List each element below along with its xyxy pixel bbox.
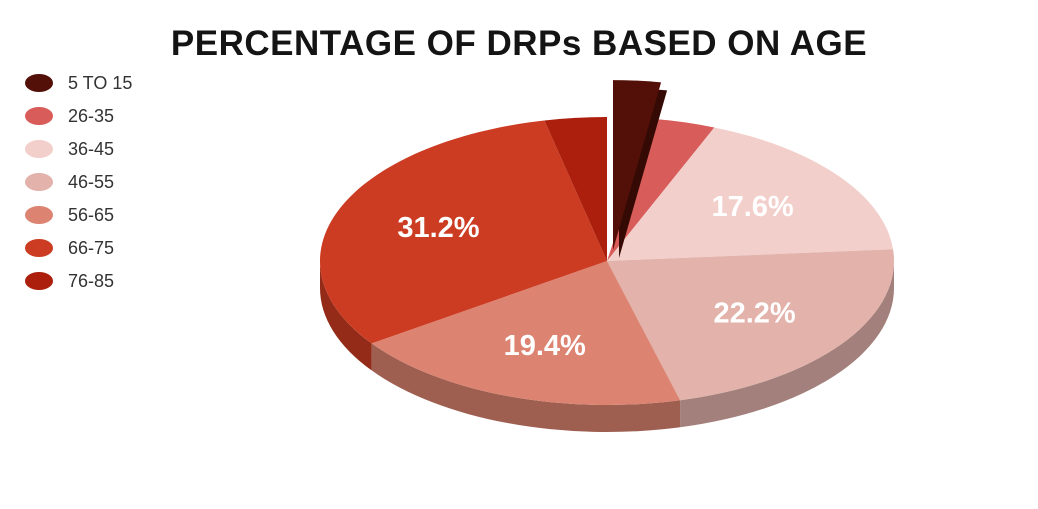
legend-label: 26-35 [68, 106, 115, 126]
legend-swatch-icon [25, 139, 53, 158]
chart-title: PERCENTAGE OF DRPs BASED ON AGE [170, 24, 868, 63]
pie-slice-26-35 [607, 118, 715, 261]
pie-side-56-65 [371, 343, 681, 433]
legend-swatch-icon [25, 238, 53, 257]
pie-slice-36-45 [607, 127, 894, 261]
pie-slice-46-55 [607, 249, 894, 401]
legend-swatch-icon [25, 106, 53, 125]
pie-slice-56-65 [371, 261, 681, 406]
legend-label: 5 TO 15 [68, 73, 133, 93]
legend-item-56-65: 56-65 [25, 198, 132, 231]
legend-label: 36-45 [68, 139, 115, 159]
pie-side-46-55 [680, 261, 894, 428]
legend-label: 66-75 [68, 238, 115, 258]
legend-label: 76-85 [68, 271, 115, 291]
legend-item-26-35: 26-35 [25, 99, 132, 132]
legend-swatch-icon [25, 271, 53, 290]
pie-slice-76-85 [544, 117, 607, 261]
legend-item-5-to-15: 5 TO 15 [25, 66, 132, 99]
legend-item-46-55: 46-55 [25, 165, 132, 198]
pie-slice-label-36-45: 17.6% [711, 191, 793, 223]
legend-swatch-icon [25, 205, 53, 224]
legend-item-76-85: 76-85 [25, 264, 132, 297]
legend: 5 TO 15 26-35 36-45 46-55 56-65 66-75 76-85 [25, 66, 132, 297]
pie-side-66-75 [320, 261, 372, 371]
pie-slice-66-75 [319, 120, 607, 344]
legend-swatch-icon [25, 172, 53, 191]
legend-item-66-75: 66-75 [25, 231, 132, 264]
pie-slice-label-46-55: 22.2% [713, 297, 795, 329]
legend-swatch-icon [25, 73, 53, 92]
pie-slice-label-56-65: 19.4% [504, 330, 586, 362]
legend-label: 56-65 [68, 205, 115, 225]
legend-item-36-45: 36-45 [25, 132, 132, 165]
pie-slice-5-to-15 [613, 80, 662, 250]
pie-slice-label-66-75: 31.2% [397, 212, 479, 244]
legend-label: 46-55 [68, 172, 115, 192]
